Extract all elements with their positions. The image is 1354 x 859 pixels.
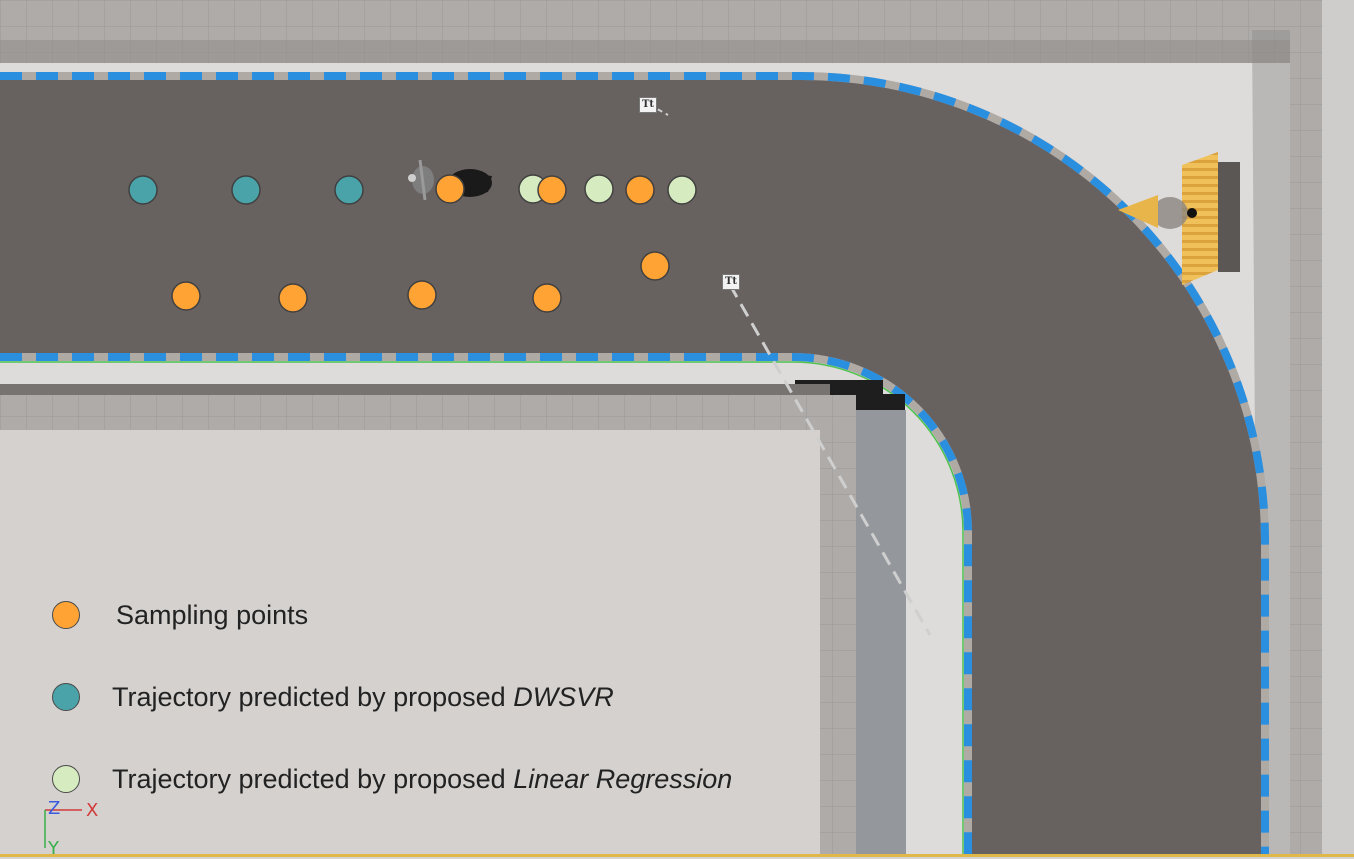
legend-sampling-points: Sampling points: [52, 598, 308, 632]
dwsvr-swatch: [52, 683, 80, 711]
dwsvr-prediction-point[interactable]: [334, 175, 364, 205]
linear-regression-prediction-point[interactable]: [584, 174, 614, 204]
legend-label: Trajectory predicted by proposed Linear …: [112, 763, 733, 794]
road: [0, 76, 1265, 857]
legend-label: Sampling points: [116, 599, 309, 630]
legend-dwsvr: Trajectory predicted by proposed DWSVR: [52, 680, 614, 714]
camera-actor: [1118, 152, 1240, 285]
linear-regression-swatch: [52, 765, 80, 793]
camera-cone-icon: [1118, 195, 1158, 228]
text-actor-icon[interactable]: Tt: [722, 274, 740, 290]
sampling-point[interactable]: [278, 283, 308, 313]
legend-label: Trajectory predicted by proposed DWSVR: [112, 681, 614, 712]
inner-wall-shadow: [856, 410, 906, 857]
sampling-point[interactable]: [625, 175, 655, 205]
sampling-point[interactable]: [435, 174, 465, 204]
sampling-point[interactable]: [537, 175, 567, 205]
sampling-point[interactable]: [532, 283, 562, 313]
sampling-point[interactable]: [407, 280, 437, 310]
legend-linear-regression: Trajectory predicted by proposed Linear …: [52, 762, 732, 796]
sampling-point-swatch: [52, 601, 80, 629]
axis-y-label: Y: [48, 838, 59, 859]
linear-regression-prediction-point[interactable]: [667, 175, 697, 205]
inner-block-top: [0, 430, 820, 857]
axis-z-label: Z: [48, 798, 61, 819]
inner-wall: [0, 395, 828, 430]
text-actor-icon[interactable]: Tt: [639, 97, 657, 113]
sampling-point[interactable]: [171, 281, 201, 311]
curb-inner: [0, 353, 972, 857]
trajectory-markers: [128, 174, 697, 313]
dwsvr-prediction-point[interactable]: [231, 175, 261, 205]
axis-x-label: X: [86, 800, 99, 821]
sampling-point[interactable]: [640, 251, 670, 281]
dwsvr-prediction-point[interactable]: [128, 175, 158, 205]
